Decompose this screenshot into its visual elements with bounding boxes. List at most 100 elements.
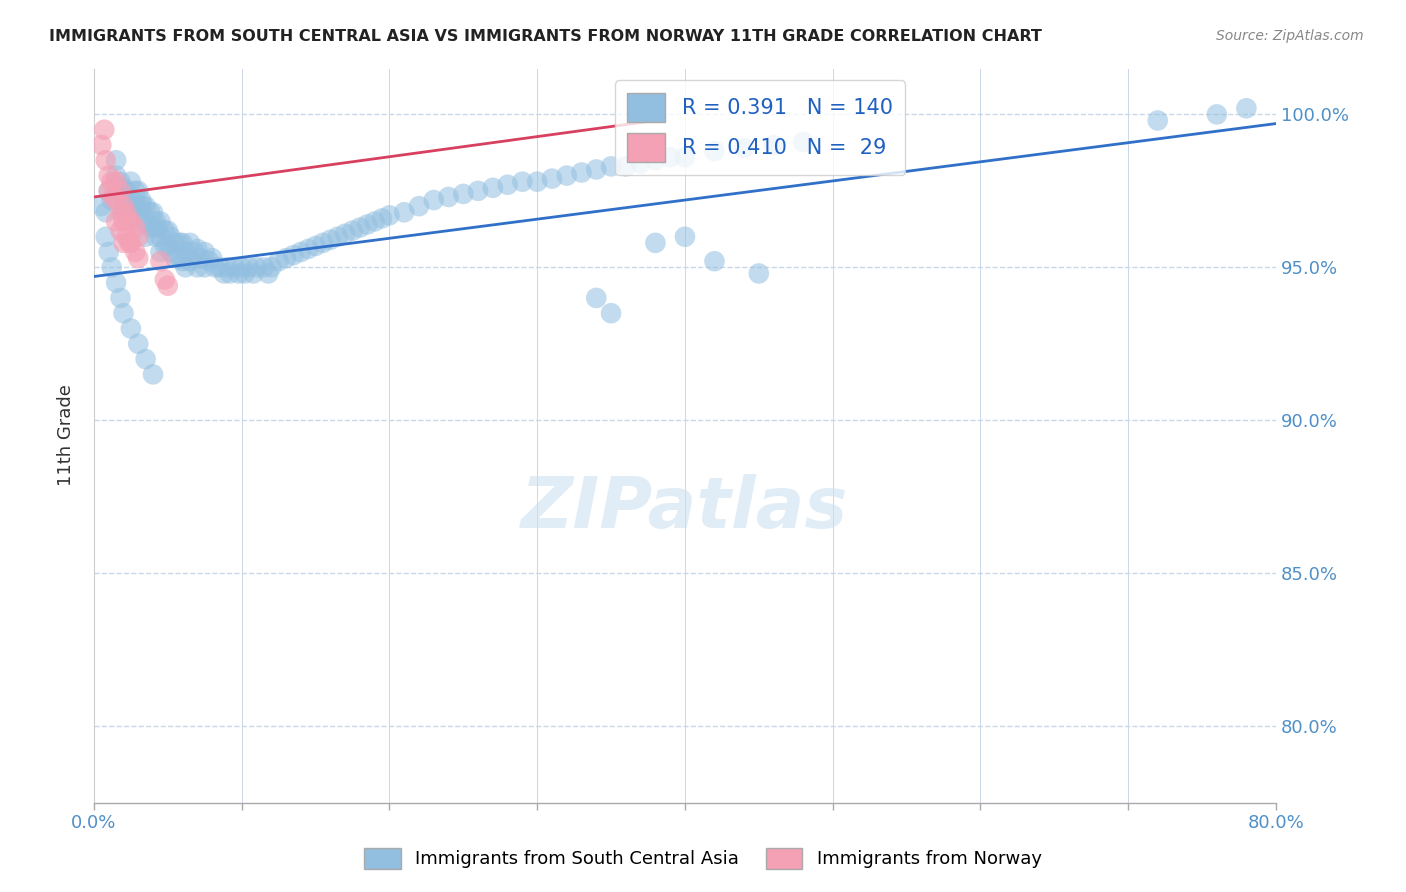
Point bbox=[1205, 107, 1227, 121]
Point bbox=[139, 205, 162, 219]
Point bbox=[733, 141, 755, 155]
Point bbox=[333, 227, 356, 241]
Point bbox=[94, 153, 117, 168]
Point bbox=[105, 169, 128, 183]
Point bbox=[120, 205, 142, 219]
Point bbox=[100, 175, 122, 189]
Point bbox=[127, 229, 149, 244]
Point bbox=[408, 199, 430, 213]
Point bbox=[127, 336, 149, 351]
Point bbox=[124, 184, 146, 198]
Point bbox=[215, 260, 238, 275]
Point bbox=[186, 260, 208, 275]
Point bbox=[482, 181, 505, 195]
Point bbox=[218, 267, 240, 281]
Point bbox=[110, 291, 132, 305]
Point bbox=[159, 229, 181, 244]
Legend: Immigrants from South Central Asia, Immigrants from Norway: Immigrants from South Central Asia, Immi… bbox=[357, 840, 1049, 876]
Point bbox=[238, 260, 260, 275]
Point bbox=[153, 224, 176, 238]
Point bbox=[110, 184, 132, 198]
Point bbox=[165, 235, 187, 250]
Point bbox=[703, 254, 725, 268]
Point bbox=[101, 190, 124, 204]
Point bbox=[363, 214, 385, 228]
Point bbox=[673, 229, 696, 244]
Point bbox=[100, 260, 122, 275]
Text: ZIPatlas: ZIPatlas bbox=[522, 475, 849, 543]
Point bbox=[115, 199, 138, 213]
Point bbox=[245, 260, 267, 275]
Point bbox=[392, 205, 415, 219]
Point bbox=[105, 214, 128, 228]
Point bbox=[467, 184, 489, 198]
Point bbox=[90, 199, 112, 213]
Point bbox=[127, 251, 149, 265]
Text: IMMIGRANTS FROM SOUTH CENTRAL ASIA VS IMMIGRANTS FROM NORWAY 11TH GRADE CORRELAT: IMMIGRANTS FROM SOUTH CENTRAL ASIA VS IM… bbox=[49, 29, 1042, 44]
Point bbox=[208, 260, 231, 275]
Point bbox=[201, 251, 224, 265]
Point bbox=[120, 190, 142, 204]
Point bbox=[453, 186, 475, 201]
Point bbox=[233, 267, 256, 281]
Point bbox=[120, 175, 142, 189]
Point bbox=[149, 254, 172, 268]
Legend: R = 0.391   N = 140, R = 0.410   N =  29: R = 0.391 N = 140, R = 0.410 N = 29 bbox=[614, 80, 905, 175]
Point bbox=[260, 260, 283, 275]
Point bbox=[224, 260, 246, 275]
Point bbox=[512, 175, 534, 189]
Point bbox=[129, 205, 152, 219]
Point bbox=[94, 205, 117, 219]
Point bbox=[326, 229, 349, 244]
Point bbox=[172, 235, 194, 250]
Point bbox=[312, 235, 335, 250]
Point bbox=[127, 214, 149, 228]
Point bbox=[290, 245, 312, 260]
Point bbox=[1146, 113, 1168, 128]
Point bbox=[131, 199, 153, 213]
Point bbox=[105, 175, 128, 189]
Point bbox=[145, 229, 167, 244]
Point bbox=[142, 205, 165, 219]
Point bbox=[172, 254, 194, 268]
Point bbox=[112, 214, 135, 228]
Point bbox=[526, 175, 548, 189]
Point bbox=[437, 190, 460, 204]
Point bbox=[585, 291, 607, 305]
Point bbox=[120, 321, 142, 335]
Point bbox=[120, 235, 142, 250]
Point bbox=[673, 150, 696, 164]
Text: Source: ZipAtlas.com: Source: ZipAtlas.com bbox=[1216, 29, 1364, 43]
Point bbox=[127, 199, 149, 213]
Point bbox=[149, 229, 172, 244]
Point bbox=[356, 218, 378, 232]
Point bbox=[156, 224, 179, 238]
Point bbox=[174, 245, 197, 260]
Point bbox=[371, 211, 394, 226]
Point bbox=[283, 248, 305, 262]
Point bbox=[297, 242, 319, 256]
Point bbox=[159, 245, 181, 260]
Point bbox=[124, 220, 146, 235]
Point bbox=[135, 229, 157, 244]
Point bbox=[267, 254, 290, 268]
Point bbox=[541, 171, 564, 186]
Point bbox=[169, 251, 191, 265]
Point bbox=[169, 235, 191, 250]
Point bbox=[142, 368, 165, 382]
Point bbox=[174, 260, 197, 275]
Point bbox=[112, 205, 135, 219]
Point bbox=[112, 193, 135, 207]
Point bbox=[124, 245, 146, 260]
Point bbox=[165, 251, 187, 265]
Point bbox=[703, 144, 725, 158]
Point bbox=[112, 235, 135, 250]
Point bbox=[253, 260, 276, 275]
Point bbox=[423, 193, 446, 207]
Point bbox=[94, 229, 117, 244]
Point bbox=[112, 181, 135, 195]
Point bbox=[97, 245, 120, 260]
Point bbox=[139, 220, 162, 235]
Point bbox=[149, 245, 172, 260]
Point bbox=[153, 239, 176, 253]
